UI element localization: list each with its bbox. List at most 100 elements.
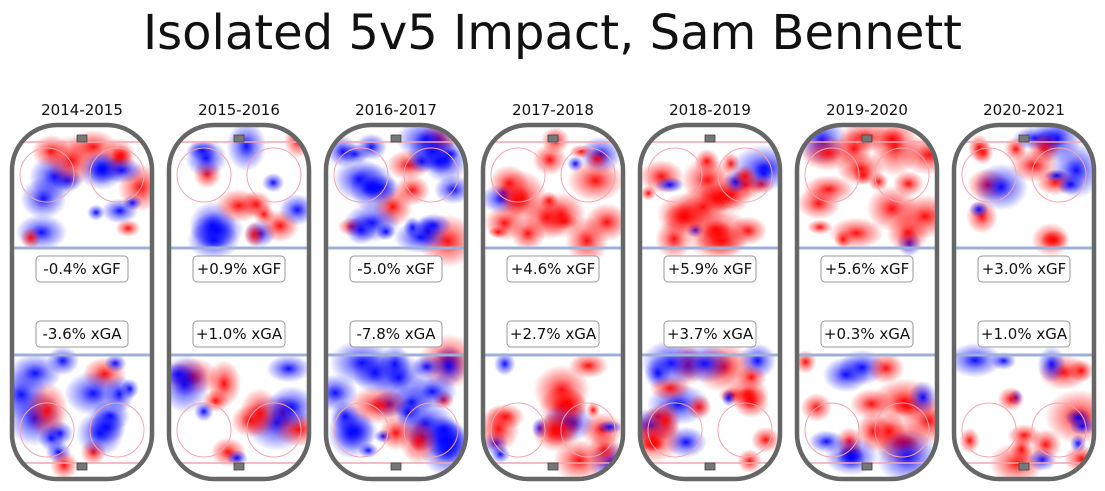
negative-hotspot xyxy=(64,371,123,416)
positive-hotspot xyxy=(50,450,78,479)
negative-hotspot xyxy=(101,198,139,224)
rink-panel: 2017-2018 +4.6% xGF +2.7% xGA xyxy=(478,101,628,482)
goal-net xyxy=(704,134,716,143)
faceoff-circle xyxy=(804,147,860,203)
faceoff-circle xyxy=(804,402,860,458)
rink-border xyxy=(9,122,155,482)
positive-hotspot xyxy=(686,394,712,420)
positive-hotspot xyxy=(253,204,275,225)
positive-hotspot xyxy=(733,386,770,419)
faceoff-circle xyxy=(89,147,145,203)
positive-hotspot xyxy=(878,128,905,150)
faceoff-circle xyxy=(333,402,389,458)
positive-hotspot xyxy=(807,219,833,235)
xgf-label: +5.9% xGF xyxy=(668,260,753,278)
negative-hotspot xyxy=(908,380,937,415)
negative-hotspot xyxy=(597,420,623,434)
rink-border xyxy=(794,122,940,482)
negative-hotspot xyxy=(1057,174,1084,195)
faceoff-circle xyxy=(717,402,773,458)
positive-hotspot xyxy=(736,364,767,390)
xga-label: +2.7% xGA xyxy=(510,325,597,343)
xga-label: +0.3% xGA xyxy=(824,325,911,343)
negative-hotspot xyxy=(262,173,285,193)
season-label: 2014-2015 xyxy=(41,101,123,119)
neutral-zone-gap xyxy=(321,290,471,312)
xga-label: +1.0% xGA xyxy=(981,325,1068,343)
positive-hotspot xyxy=(243,222,266,248)
figure-title: Isolated 5v5 Impact, Sam Bennett xyxy=(143,5,962,61)
goal-net xyxy=(547,462,559,471)
goal-net xyxy=(1018,134,1030,143)
faceoff-circle xyxy=(717,147,773,203)
positive-hotspot xyxy=(1028,133,1062,164)
positive-hotspot xyxy=(115,219,141,237)
negative-hotspot xyxy=(266,354,309,383)
faceoff-circle xyxy=(403,147,459,203)
rink-border xyxy=(637,122,783,482)
rink-border xyxy=(323,122,469,482)
negative-hotspot xyxy=(974,163,1029,211)
rink-panel: 2019-2020 +5.6% xGF +0.3% xGA xyxy=(792,101,942,482)
xgf-box xyxy=(977,255,1071,283)
goal-net xyxy=(861,462,873,471)
negative-hotspot xyxy=(403,216,422,239)
season-label: 2019-2020 xyxy=(826,101,908,119)
goal-net xyxy=(547,134,559,143)
faceoff-circle xyxy=(874,147,930,203)
negative-hotspot xyxy=(379,344,411,384)
xgf-box xyxy=(820,255,914,283)
neutral-zone-gap xyxy=(7,290,157,312)
neutral-zone-gap xyxy=(635,290,785,312)
positive-hotspot xyxy=(868,172,889,192)
positive-hotspot xyxy=(997,387,1025,411)
negative-hotspot xyxy=(808,430,845,453)
neutral-zone-gap xyxy=(478,290,628,312)
rink-panel: 2016-2017 -5.0% xGF -7.8% xGA xyxy=(321,101,471,482)
xga-box xyxy=(349,320,443,348)
goal-net xyxy=(233,462,245,471)
xgf-label: -0.4% xGF xyxy=(43,260,120,278)
negative-hotspot xyxy=(414,213,452,237)
xga-label: +3.7% xGA xyxy=(667,325,754,343)
negative-hotspot xyxy=(329,339,395,386)
faceoff-circle xyxy=(560,402,616,458)
positive-hotspot xyxy=(899,135,937,175)
xga-box xyxy=(192,320,286,348)
faceoff-circle xyxy=(176,147,232,203)
negative-hotspot xyxy=(1037,346,1066,383)
positive-hotspot xyxy=(886,213,930,253)
positive-hotspot xyxy=(551,389,588,425)
negative-hotspot xyxy=(641,339,701,388)
negative-hotspot xyxy=(494,352,516,376)
faceoff-circle xyxy=(19,147,75,203)
positive-hotspot xyxy=(502,185,531,216)
positive-hotspot xyxy=(828,217,884,249)
positive-hotspot xyxy=(1063,444,1094,474)
season-label: 2015-2016 xyxy=(198,101,280,119)
faceoff-circle xyxy=(647,402,703,458)
xgf-label: +3.0% xGF xyxy=(982,260,1067,278)
negative-hotspot xyxy=(86,152,118,185)
xgf-label: +0.9% xGF xyxy=(197,260,282,278)
goal-net xyxy=(390,462,402,471)
goal-net xyxy=(76,134,88,143)
faceoff-circle xyxy=(89,402,145,458)
negative-hotspot xyxy=(345,215,377,245)
positive-hotspot xyxy=(347,386,410,425)
positive-hotspot xyxy=(394,174,431,206)
negative-hotspot xyxy=(822,357,870,393)
xgf-box xyxy=(192,255,286,283)
negative-hotspot xyxy=(407,374,458,410)
positive-hotspot xyxy=(959,427,980,454)
xga-box xyxy=(977,320,1071,348)
negative-hotspot xyxy=(406,149,437,174)
xgf-box xyxy=(349,255,443,283)
negative-hotspot xyxy=(185,139,228,178)
xga-label: +1.0% xGA xyxy=(196,325,283,343)
faceoff-circle xyxy=(490,147,546,203)
positive-hotspot xyxy=(25,382,69,439)
faceoff-circle xyxy=(647,147,703,203)
faceoff-circle xyxy=(874,402,930,458)
